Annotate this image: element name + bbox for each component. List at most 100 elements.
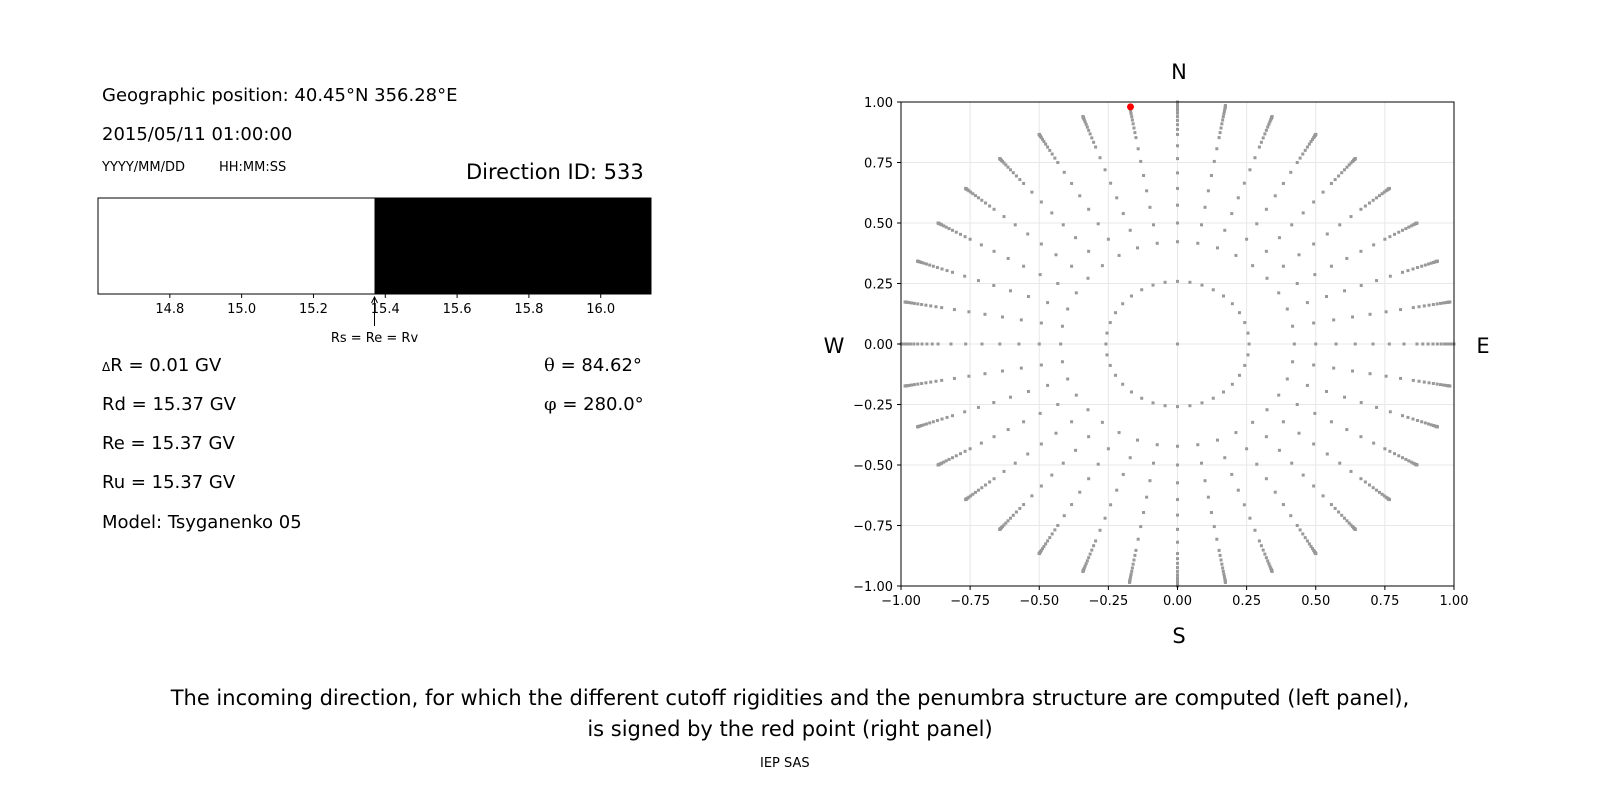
direction-point [1266,125,1270,129]
direction-point [1176,576,1179,580]
direction-point [1136,537,1140,541]
direction-point [1415,342,1419,346]
direction-point [971,192,975,196]
direction-point [1329,503,1333,507]
direction-point [1443,342,1447,346]
direction-point [1290,461,1294,465]
direction-point [1305,145,1309,149]
re-value: Re = 15.37 GV [102,433,235,454]
direction-point [1011,171,1015,175]
direction-point [1218,553,1222,557]
direction-point [1237,373,1241,377]
direction-point [1050,152,1054,156]
direction-point [1114,311,1118,315]
direction-point [964,342,968,346]
direction-point [1217,548,1221,552]
direction-point [1261,548,1265,552]
direction-point [1314,342,1318,346]
direction-point [1006,428,1010,432]
x-tick-label: 14.8 [155,302,184,317]
delta-r-text: R = 0.01 GV [110,355,222,376]
direction-point [1307,142,1311,146]
direction-point [1218,131,1222,135]
direction-point [1129,390,1133,394]
direction-point [1415,463,1419,467]
direction-point [1223,228,1227,232]
direction-point [1329,264,1333,268]
direction-point [1084,562,1088,566]
direction-point [1224,104,1228,108]
direction-point [1351,369,1355,373]
direction-point [1222,390,1226,394]
direction-point [1399,308,1403,312]
x-tick-label: −1.00 [881,594,921,609]
y-tick-label: −0.75 [853,520,893,535]
direction-point [1393,232,1397,236]
direction-point [1380,192,1384,196]
direction-point [1248,516,1252,520]
direction-point [1297,253,1301,257]
direction-point [1409,224,1413,228]
direction-point [1209,173,1213,177]
direction-point [1411,306,1415,310]
direction-point [1206,189,1210,193]
direction-point [1359,249,1363,253]
direction-point [973,194,977,198]
direction-point [1285,377,1289,381]
direction-point [1371,198,1375,202]
theta-value: θ = 84.62° [544,355,642,376]
direction-point [1270,569,1274,573]
direction-point [1347,521,1351,525]
direction-point [1220,562,1224,566]
y-tick-label: 0.25 [864,278,893,293]
direction-point [1382,494,1386,498]
direction-point [1014,174,1018,178]
geo-position: Geographic position: 40.45°N 356.28°E [102,85,458,106]
direction-point [1037,132,1041,136]
direction-point [1115,196,1119,200]
direction-point [1050,473,1054,477]
direction-point [1417,379,1421,383]
direction-point [964,186,968,190]
x-tick-label: 15.4 [371,302,400,317]
direction-point [1343,289,1347,293]
direction-point [1002,469,1006,473]
x-tick-label: 16.0 [586,302,615,317]
direction-point [1397,230,1401,234]
direction-point [1312,242,1316,246]
direction-point [1008,289,1012,293]
direction-point [1163,404,1167,408]
direction-point [1257,539,1261,543]
direction-point [1431,342,1435,346]
direction-point [903,300,907,304]
direction-point [945,269,949,273]
direction-point [1129,109,1133,113]
direction-point [1140,396,1144,400]
direction-point [968,447,972,451]
direction-point [1176,279,1179,283]
direction-point [1022,420,1026,424]
direction-point [1004,521,1008,525]
direction-point [1017,342,1021,346]
direction-point [1176,527,1179,531]
direction-point [969,190,973,194]
direction-point [935,266,939,270]
direction-point [1312,321,1316,325]
direction-point [1108,363,1112,367]
direction-point [1313,273,1317,277]
direction-point [1439,301,1443,305]
direction-point [1384,310,1388,314]
direction-point [1367,201,1371,205]
direction-point [1420,264,1424,268]
caption-line-1: The incoming direction, for which the di… [170,686,1410,710]
direction-point [1380,492,1384,496]
direction-point [1061,223,1065,227]
direction-point [940,378,944,382]
direction-point [1054,431,1058,435]
direction-point [1265,276,1269,280]
direction-point [912,383,916,387]
direction-point [1176,557,1179,561]
annotation-label: Rs = Re = Rv [331,331,419,346]
direction-point [1014,510,1018,514]
direction-point [1222,575,1226,579]
